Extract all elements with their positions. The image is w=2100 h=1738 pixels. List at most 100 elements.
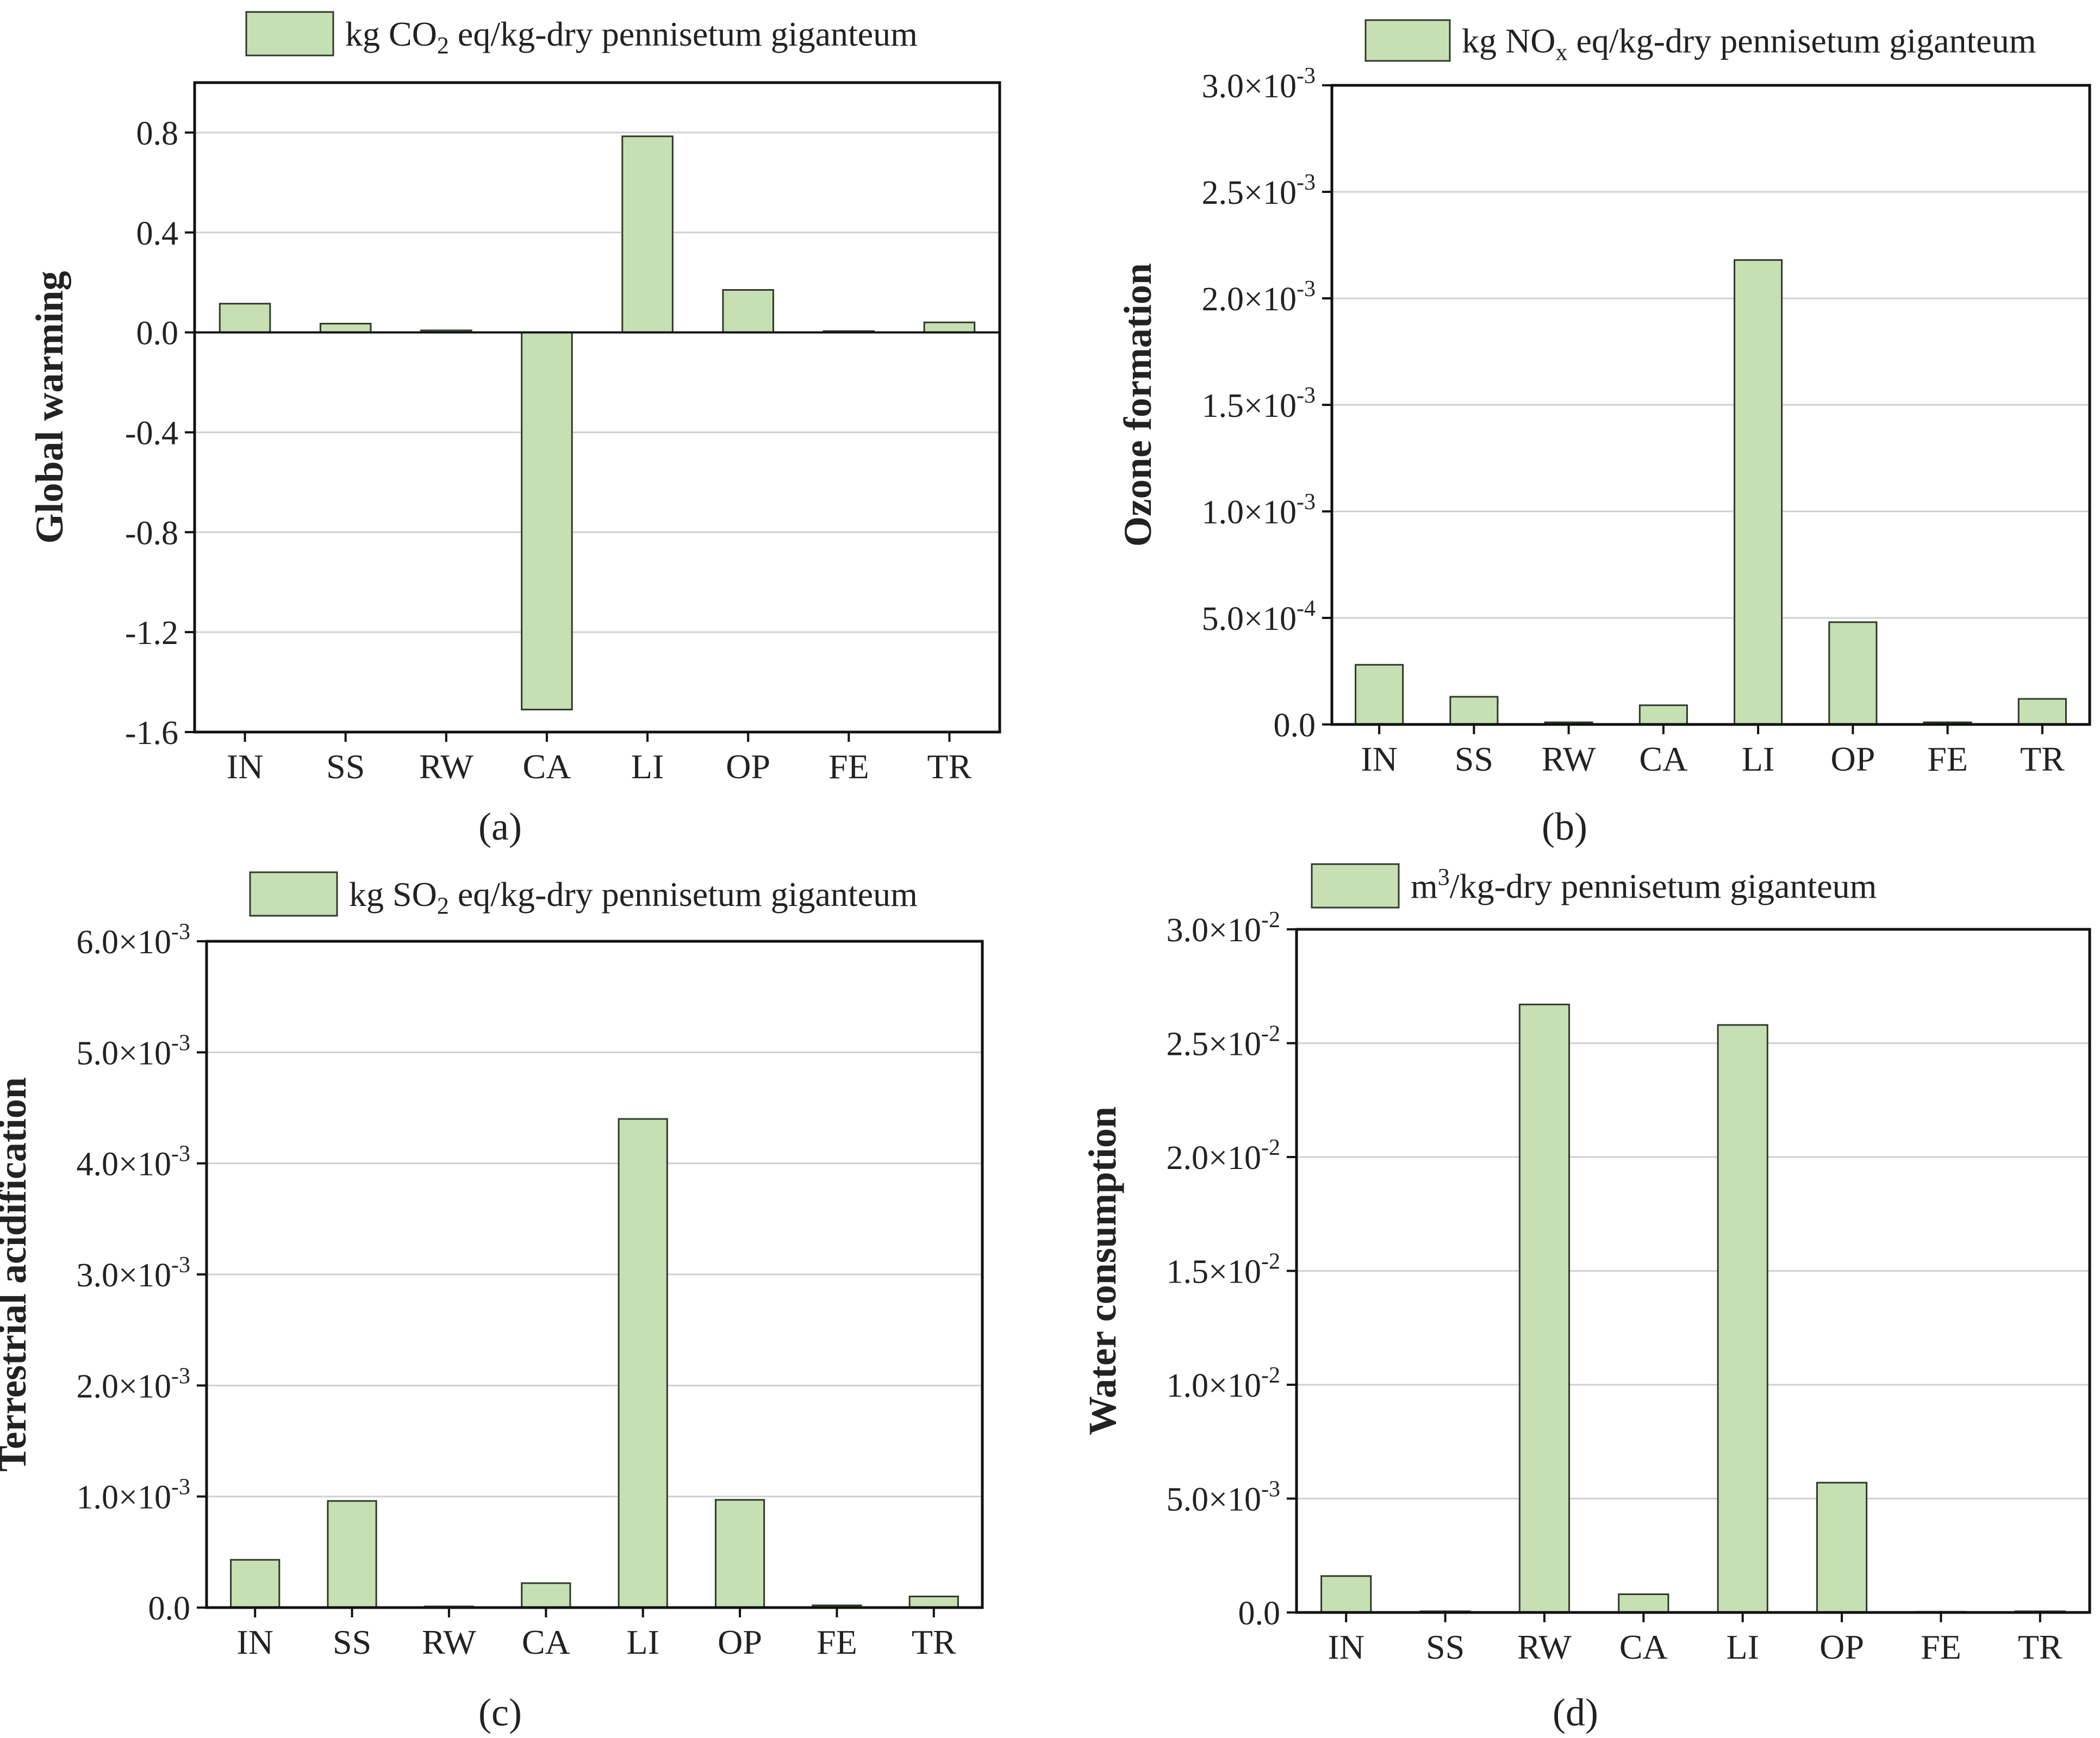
y-tick-label: 3.0×10-3 xyxy=(1202,64,1316,105)
x-tick-label: RW xyxy=(422,1623,476,1661)
panel-label: (b) xyxy=(1542,805,1587,848)
chart-panel-d: 0.0 5.0×10-3 1.0×10-2 1.5×10-2 2.0×10-2 2.5×1… xyxy=(1081,863,2091,1734)
legend-swatch xyxy=(245,11,334,57)
legend-swatch xyxy=(249,871,338,917)
legend-label: kg NOx eq/kg-dry pennisetum giganteum xyxy=(1462,22,2036,66)
y-tick-label: 5.0×10-4 xyxy=(1202,596,1316,637)
y-tick-label: 2.0×10-2 xyxy=(1167,1135,1280,1177)
bar-ca xyxy=(1638,704,1688,726)
y-tick-label: 0.0 xyxy=(136,315,179,352)
bar-li xyxy=(618,1118,668,1609)
x-tick-label: SS xyxy=(333,1623,371,1661)
panel-label: (d) xyxy=(1553,1691,1598,1734)
x-tick-label: LI xyxy=(1726,1628,1759,1666)
bar-op xyxy=(722,289,774,334)
bar-ca xyxy=(521,332,573,711)
bar-li xyxy=(1734,259,1783,726)
bar-ss xyxy=(319,323,372,334)
y-tick-label: -1.6 xyxy=(125,715,178,752)
y-axis-label: Water consumption xyxy=(1081,1106,1124,1435)
chart-panel-c: 0.0 1.0×10-3 2.0×10-3 3.0×10-3 4.0×10-3 5.0×1… xyxy=(0,871,984,1734)
y-tick-label: -1.2 xyxy=(125,615,178,652)
x-tick-label: FE xyxy=(817,1623,857,1661)
panel-label: (c) xyxy=(478,1691,522,1734)
x-tick-label: LI xyxy=(1742,740,1774,778)
bar-rw xyxy=(1518,1003,1571,1614)
y-tick-label: 5.0×10-3 xyxy=(77,1030,190,1072)
bar-in xyxy=(1320,1575,1372,1614)
y-tick-label: 2.0×10-3 xyxy=(1202,277,1316,318)
x-tick-label: RW xyxy=(1542,740,1596,778)
y-tick-label: 0.4 xyxy=(136,215,179,252)
bar-op xyxy=(1816,1481,1868,1614)
x-tick-label: FE xyxy=(828,747,869,786)
legend-swatch xyxy=(1364,19,1451,62)
y-axis-label: Global warming xyxy=(28,271,71,543)
x-tick-label: CA xyxy=(522,1623,570,1661)
y-tick-label: 6.0×10-3 xyxy=(77,920,190,961)
x-tick-label: TR xyxy=(912,1623,956,1661)
bar-ss xyxy=(1449,696,1499,726)
y-tick-label: 0.8 xyxy=(136,115,179,152)
y-tick-label: 4.0×10-3 xyxy=(77,1142,190,1183)
bar-ca xyxy=(521,1582,571,1609)
panel-label: (a) xyxy=(478,805,522,848)
x-tick-label: IN xyxy=(227,747,264,786)
y-tick-label: 5.0×10-3 xyxy=(1167,1477,1280,1518)
legend: kg CO2 eq/kg-dry pennisetum giganteum xyxy=(245,11,918,59)
y-tick-label: 2.5×10-2 xyxy=(1167,1022,1280,1063)
x-tick-label: CA xyxy=(522,747,571,786)
x-tick-label: IN xyxy=(1328,1628,1364,1666)
y-tick-label: 1.0×10-2 xyxy=(1167,1363,1280,1404)
y-tick-label: -0.8 xyxy=(125,515,178,552)
x-tick-label: OP xyxy=(1819,1628,1864,1666)
x-tick-label: RW xyxy=(419,747,473,786)
x-tick-label: TR xyxy=(2018,1628,2062,1666)
x-tick-label: LI xyxy=(626,1623,659,1661)
bar-in xyxy=(230,1559,281,1609)
bar-in xyxy=(1355,664,1404,726)
x-tick-label: SS xyxy=(1426,1628,1465,1666)
x-tick-label: RW xyxy=(1517,1628,1572,1666)
y-tick-label: -0.4 xyxy=(125,415,178,452)
x-tick-label: IN xyxy=(1361,740,1398,778)
x-tick-label: LI xyxy=(631,747,664,786)
y-axis-label: Ozone formation xyxy=(1116,263,1160,547)
chart-panel-a: -1.6 -1.2 -0.8 -0.4 0.0 0.4 0.8 IN SS RW CA LI OP FE T… xyxy=(28,11,1001,848)
bar-in xyxy=(219,303,271,334)
bar-tr xyxy=(908,1596,959,1609)
bar-op xyxy=(714,1499,765,1609)
legend-label: m3/kg-dry pennisetum giganteum xyxy=(1411,864,1877,905)
x-tick-label: IN xyxy=(236,1623,273,1661)
y-tick-label: 1.5×10-2 xyxy=(1167,1249,1280,1291)
y-axis-label: Terrestrial acidification xyxy=(0,1077,34,1472)
x-tick-label: TR xyxy=(927,747,972,786)
y-tick-label: 3.0×10-2 xyxy=(1167,908,1280,949)
plot-frame xyxy=(193,81,1001,734)
legend: m3/kg-dry pennisetum giganteum xyxy=(1311,863,1877,909)
bar-li xyxy=(621,135,674,334)
x-tick-label: CA xyxy=(1639,740,1687,778)
y-tick-label: 0.0 xyxy=(1238,1595,1281,1632)
x-tick-label: OP xyxy=(726,747,770,786)
bar-li xyxy=(1717,1024,1768,1614)
legend-label: kg SO2 eq/kg-dry pennisetum giganteum xyxy=(349,875,918,919)
y-tick-label: 0.0 xyxy=(148,1590,191,1627)
chart-panel-b: 0.0 5.0×10-4 1.0×10-3 1.5×10-3 2.0×10-3 2.5×1… xyxy=(1116,19,2091,848)
legend-label: kg CO2 eq/kg-dry pennisetum giganteum xyxy=(345,15,918,59)
x-tick-label: SS xyxy=(326,747,365,786)
x-tick-label: OP xyxy=(718,1623,762,1661)
y-tick-label: 2.5×10-3 xyxy=(1202,170,1316,211)
bar-tr xyxy=(2017,698,2067,726)
x-tick-label: TR xyxy=(2020,740,2065,778)
x-tick-label: OP xyxy=(1830,740,1875,778)
y-tick-label: 1.0×10-3 xyxy=(77,1475,190,1516)
bar-op xyxy=(1828,621,1878,726)
legend: kg NOx eq/kg-dry pennisetum giganteum xyxy=(1364,19,2036,66)
bar-tr xyxy=(923,321,976,334)
y-tick-label: 1.5×10-3 xyxy=(1202,383,1316,424)
x-tick-label: FE xyxy=(1927,740,1968,778)
x-tick-label: CA xyxy=(1619,1628,1668,1666)
x-tick-label: SS xyxy=(1455,740,1493,778)
